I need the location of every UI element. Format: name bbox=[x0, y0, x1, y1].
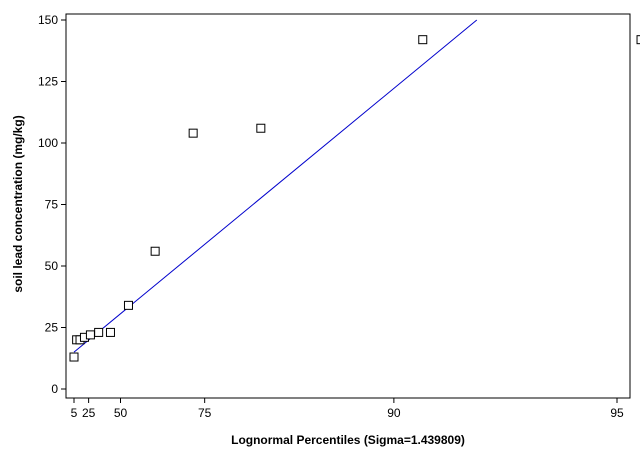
y-tick-label: 0 bbox=[51, 382, 58, 396]
data-point bbox=[69, 352, 79, 362]
data-point bbox=[123, 300, 133, 310]
plot-frame bbox=[65, 13, 631, 399]
data-point bbox=[188, 128, 198, 138]
x-tick-label: 75 bbox=[198, 406, 212, 420]
data-point bbox=[85, 330, 95, 340]
data-point bbox=[418, 35, 428, 45]
y-tick-label: 125 bbox=[38, 75, 58, 89]
data-point bbox=[94, 327, 104, 337]
y-tick-label: 25 bbox=[45, 321, 59, 335]
x-tick-label: 90 bbox=[387, 406, 401, 420]
fit-line-layer bbox=[73, 19, 478, 353]
y-tick-label: 150 bbox=[38, 13, 58, 27]
x-tick-label: 25 bbox=[82, 406, 96, 420]
x-axis: 5 25 50 75 90 95 bbox=[71, 398, 624, 420]
x-tick-label: 5 bbox=[71, 406, 78, 420]
data-point bbox=[256, 123, 266, 133]
x-tick-label: 50 bbox=[114, 406, 128, 420]
y-tick-label: 75 bbox=[45, 198, 59, 212]
x-axis-title: Lognormal Percentiles (Sigma=1.439809) bbox=[231, 433, 465, 447]
y-tick-label: 50 bbox=[45, 259, 59, 273]
data-point bbox=[105, 327, 115, 337]
x-tick-label: 95 bbox=[610, 406, 624, 420]
regression-line bbox=[73, 19, 478, 353]
y-axis: 0 25 50 75 100 125 150 bbox=[38, 13, 66, 396]
data-point bbox=[150, 246, 160, 256]
data-point bbox=[636, 35, 640, 45]
y-axis-title: soil lead concentration (mg/kg) bbox=[11, 115, 25, 292]
y-tick-label: 100 bbox=[38, 136, 58, 150]
data-points bbox=[69, 35, 640, 362]
